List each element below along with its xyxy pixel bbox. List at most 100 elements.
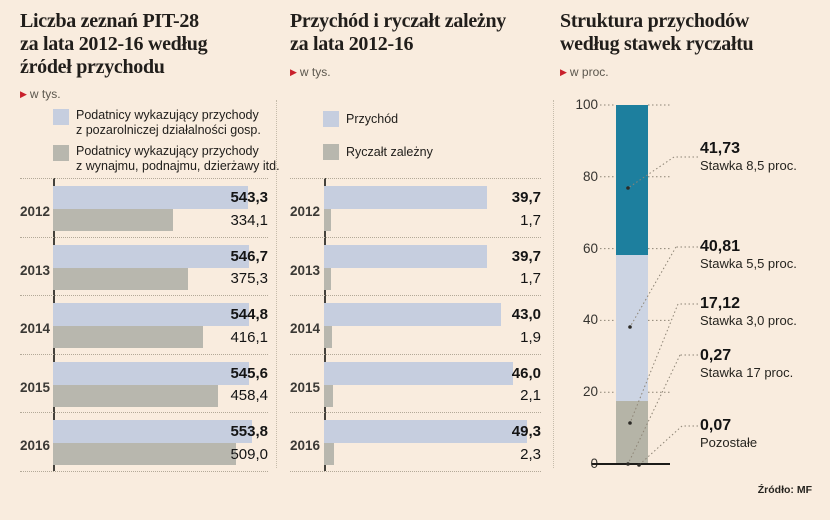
- chart-row-2014: 2014 544,8 416,1: [20, 295, 268, 355]
- segment-value: 41,73: [700, 140, 741, 157]
- segment-value: 17,12: [700, 295, 741, 312]
- value-label-series2: 2,1: [520, 387, 541, 405]
- value-label-series2: 509,0: [230, 445, 268, 463]
- legend-swatch-blue: [323, 111, 339, 127]
- right-unit-label: ▶ w proc.: [560, 65, 609, 79]
- value-label-series1: 544,8: [230, 306, 268, 324]
- left-panel-title: Liczba zeznań PIT-28 za lata 2012-16 wed…: [20, 10, 272, 79]
- category-label: 2016: [290, 438, 321, 454]
- bar-series2: [324, 209, 331, 231]
- legend-line: z pozarolniczej działalności gosp.: [76, 123, 261, 137]
- value-label-series2: 1,9: [520, 328, 541, 346]
- middle-chart-rows: 2012 39,7 1,7 2013 39,7 1,7 2014 43,0 1,9 2015 46,…: [290, 178, 541, 472]
- segment-sublabel: Stawka 3,0 proc.: [700, 313, 797, 328]
- value-label-series1: 553,8: [230, 423, 268, 441]
- middle-panel-title: Przychód i ryczałt zależny za lata 2012-…: [290, 10, 546, 56]
- segment-value: 0,07: [700, 417, 732, 434]
- bar-series1: [324, 303, 501, 327]
- chart-row-2015: 2015 545,6 458,4: [20, 353, 268, 414]
- value-label-series2: 1,7: [520, 270, 541, 288]
- segment-value: 40,81: [700, 238, 741, 255]
- category-label: 2015: [290, 379, 321, 395]
- middle-legend-item-1: Przychód: [323, 110, 398, 127]
- unit-marker-icon: ▶: [20, 89, 27, 99]
- value-label-series1: 545,6: [230, 364, 268, 382]
- category-label: 2013: [290, 262, 321, 278]
- category-label: 2013: [20, 262, 51, 278]
- chart-row-2014: 2014 43,0 1,9: [290, 295, 541, 355]
- unit-text: w tys.: [299, 65, 331, 79]
- segment-label-3: 17,12 Stawka 3,0 proc.: [700, 295, 830, 328]
- chart-row-2013: 2013 39,7 1,7: [290, 236, 541, 297]
- legend-label: Ryczałt zależny: [346, 145, 433, 159]
- unit-text: w proc.: [569, 65, 609, 79]
- legend-line: Podatnicy wykazujący przychody: [76, 108, 259, 122]
- segment-label-4: 0,27 Stawka 17 proc.: [700, 347, 830, 380]
- value-label-series1: 46,0: [511, 364, 541, 382]
- category-label: 2016: [20, 438, 51, 454]
- source-note: Źródło: MF: [757, 484, 812, 496]
- panel-divider-left: [276, 100, 277, 468]
- bar-series1: [324, 420, 527, 444]
- segment-label-1: 41,73 Stawka 8,5 proc.: [700, 140, 830, 173]
- bar-series2: [53, 384, 218, 407]
- segment-sublabel: Stawka 8,5 proc.: [700, 158, 797, 173]
- y-tick-80: 80: [582, 168, 598, 184]
- title-line: za lata 2012-16: [290, 33, 414, 55]
- chart-row-2012: 2012 543,3 334,1: [20, 178, 268, 238]
- title-line: Liczba zeznań PIT-28: [20, 10, 199, 32]
- category-label: 2015: [20, 379, 51, 395]
- category-label: 2014: [20, 321, 51, 337]
- category-label: 2012: [290, 204, 321, 219]
- value-label-series2: 1,7: [520, 211, 541, 229]
- unit-text: w tys.: [29, 87, 61, 101]
- value-label-series1: 49,3: [511, 423, 541, 441]
- value-label-series2: 458,4: [230, 387, 268, 405]
- legend-swatch-blue: [53, 109, 69, 125]
- value-label-series1: 546,7: [230, 247, 268, 265]
- bar-series1: [324, 186, 488, 209]
- segment-sublabel: Stawka 17 proc.: [700, 365, 794, 380]
- legend-label: Podatnicy wykazujący przychody z wynajmu…: [76, 144, 280, 174]
- unit-marker-icon: ▶: [290, 67, 297, 77]
- stack-segment-2: [616, 254, 648, 402]
- bar-series2: [324, 267, 331, 290]
- bar-series2: [324, 326, 332, 349]
- value-label-series2: 334,1: [230, 211, 268, 229]
- bar-series2: [324, 443, 334, 466]
- bar-series1: [324, 244, 488, 268]
- panel-divider-right: [553, 100, 554, 468]
- bar-series2: [324, 384, 333, 407]
- unit-marker-icon: ▶: [560, 67, 567, 77]
- category-label: 2014: [290, 321, 321, 337]
- stack-segment-1: [616, 105, 648, 255]
- chart-row-2012: 2012 39,7 1,7: [290, 178, 541, 238]
- y-tick-100: 100: [575, 97, 598, 112]
- bar-series2: [53, 326, 203, 349]
- bar-series1: [53, 361, 249, 385]
- y-tick-60: 60: [582, 240, 598, 256]
- y-tick-20: 20: [582, 384, 598, 400]
- title-line: za lata 2012-16 według: [20, 33, 208, 55]
- bar-series1: [53, 303, 249, 327]
- chart-row-2013: 2013 546,7 375,3: [20, 236, 268, 297]
- chart-row-2016: 2016 553,8 509,0: [20, 412, 268, 472]
- legend-line: z wynajmu, podnajmu, dzierżawy itd.: [76, 159, 280, 173]
- middle-unit-label: ▶ w tys.: [290, 65, 331, 79]
- left-unit-label: ▶ w tys.: [20, 87, 61, 101]
- segment-value: 0,27: [700, 347, 732, 364]
- value-label-series2: 2,3: [520, 445, 541, 463]
- legend-line: Podatnicy wykazujący przychody: [76, 144, 259, 158]
- legend-label: Podatnicy wykazujący przychody z pozarol…: [76, 108, 261, 138]
- title-line: źródeł przychodu: [20, 56, 165, 78]
- leader-lines-layer: [592, 104, 698, 467]
- chart-row-2016: 2016 49,3 2,3: [290, 412, 541, 472]
- bar-series2: [53, 209, 173, 231]
- value-label-series2: 416,1: [230, 328, 268, 346]
- title-line: Przychód i ryczałt zależny: [290, 10, 507, 32]
- value-label-series1: 39,7: [511, 247, 541, 265]
- bar-series2: [53, 267, 188, 290]
- value-label-series1: 39,7: [511, 189, 541, 206]
